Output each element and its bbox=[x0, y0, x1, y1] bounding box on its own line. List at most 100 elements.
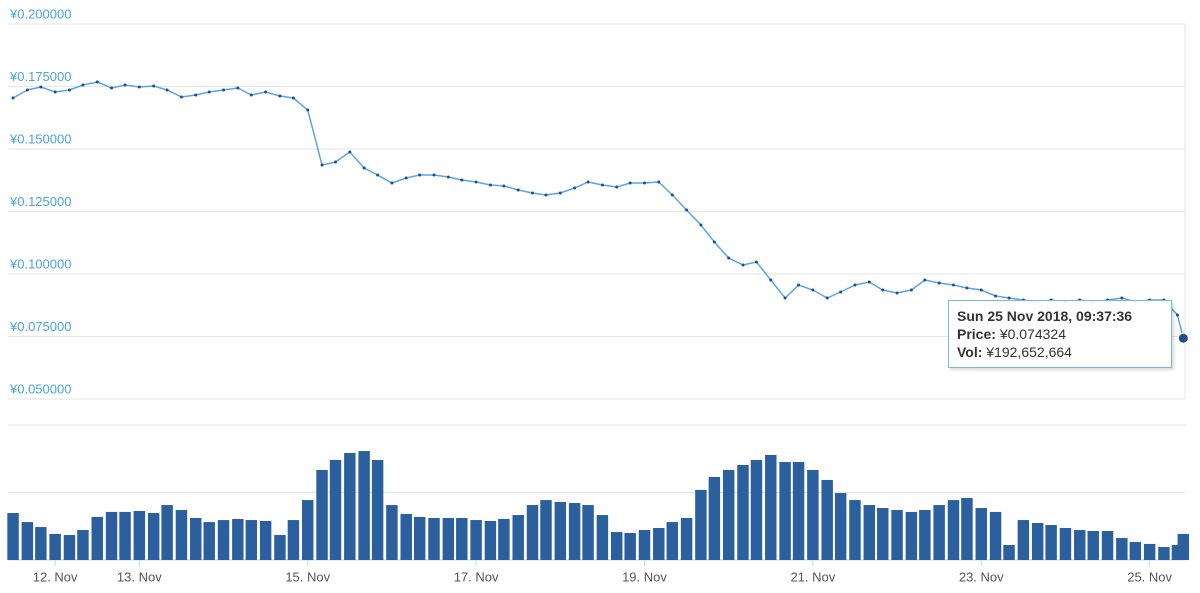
x-tick-label: 17. Nov bbox=[454, 569, 499, 584]
price-point bbox=[573, 186, 577, 190]
price-point bbox=[628, 181, 632, 185]
price-point bbox=[404, 176, 408, 180]
volume-bar bbox=[259, 520, 272, 560]
price-point bbox=[11, 96, 15, 100]
price-point bbox=[236, 86, 240, 90]
volume-bar bbox=[470, 520, 482, 560]
price-point bbox=[418, 173, 422, 177]
volume-bar bbox=[582, 505, 594, 560]
price-point bbox=[516, 188, 520, 192]
volume-bar bbox=[428, 518, 440, 560]
volume-bar bbox=[1087, 530, 1099, 560]
price-point bbox=[320, 163, 324, 167]
price-point bbox=[95, 80, 99, 84]
volume-bar bbox=[695, 489, 707, 560]
price-point bbox=[727, 256, 731, 260]
price-point bbox=[951, 283, 955, 287]
volume-bar bbox=[316, 469, 328, 560]
volume-bar bbox=[1045, 525, 1057, 560]
price-point bbox=[783, 296, 787, 300]
price-point bbox=[825, 296, 829, 300]
price-point bbox=[867, 280, 871, 284]
y-tick-label: ¥0.125000 bbox=[9, 194, 71, 209]
volume-bar bbox=[274, 535, 286, 560]
price-point bbox=[558, 191, 562, 195]
volume-bar bbox=[765, 454, 777, 560]
price-point bbox=[432, 173, 436, 177]
price-point bbox=[39, 85, 43, 89]
volume-bar bbox=[1116, 537, 1128, 560]
volume-bar bbox=[807, 469, 819, 560]
volume-bar bbox=[217, 520, 230, 560]
volume-bar bbox=[849, 500, 861, 560]
volume-bar bbox=[105, 511, 118, 560]
hover-point bbox=[1177, 332, 1189, 344]
volume-bar bbox=[161, 505, 173, 560]
price-point bbox=[25, 88, 29, 92]
volume-bar bbox=[1031, 523, 1044, 560]
price-point bbox=[488, 183, 492, 187]
volume-bar bbox=[1171, 545, 1184, 560]
price-point bbox=[137, 85, 141, 89]
volume-bar bbox=[666, 522, 678, 560]
price-point bbox=[291, 96, 295, 100]
price-point bbox=[979, 288, 983, 292]
volume-bar bbox=[442, 518, 455, 560]
x-tick-label: 12. Nov bbox=[33, 569, 78, 584]
volume-bar bbox=[400, 513, 412, 560]
price-point bbox=[460, 178, 464, 182]
volume-bar bbox=[1101, 530, 1114, 560]
volume-bar bbox=[232, 518, 244, 560]
price-point bbox=[586, 180, 590, 184]
price-point bbox=[531, 191, 535, 195]
volume-bar bbox=[63, 535, 76, 560]
price-point bbox=[348, 150, 352, 154]
price-point bbox=[853, 283, 857, 287]
price-point bbox=[222, 88, 226, 92]
price-point bbox=[895, 291, 899, 295]
volume-bar bbox=[653, 528, 665, 560]
price-point bbox=[165, 88, 169, 92]
volume-bar bbox=[989, 511, 1002, 560]
y-tick-label: ¥0.150000 bbox=[9, 131, 71, 146]
x-tick-label: 19. Nov bbox=[622, 569, 667, 584]
price-point bbox=[81, 83, 85, 87]
volume-bar bbox=[610, 532, 623, 560]
price-point bbox=[741, 263, 745, 267]
tooltip-price-value: ¥0.074324 bbox=[999, 326, 1066, 342]
tooltip-date: Sun 25 Nov 2018, 09:37:36 bbox=[957, 307, 1163, 325]
volume-bar bbox=[49, 533, 61, 560]
price-point bbox=[797, 283, 801, 287]
price-point bbox=[249, 93, 253, 97]
price-point bbox=[615, 185, 619, 189]
x-tick-label: 23. Nov bbox=[959, 569, 1004, 584]
volume-bar bbox=[287, 520, 300, 560]
price-point bbox=[909, 288, 913, 292]
volume-bar bbox=[596, 515, 609, 560]
tooltip-vol-label: Vol: bbox=[957, 344, 983, 360]
price-point bbox=[600, 183, 604, 187]
price-point bbox=[67, 88, 71, 92]
volume-bar bbox=[512, 515, 524, 560]
y-tick-label: ¥0.050000 bbox=[9, 381, 71, 396]
tooltip-price: Price: ¥0.074324 bbox=[957, 325, 1163, 343]
volume-bar bbox=[722, 469, 735, 560]
volume-bar bbox=[891, 510, 903, 560]
volume-bar bbox=[133, 510, 146, 560]
volume-bar bbox=[456, 518, 468, 560]
price-point bbox=[362, 166, 366, 170]
volume-bar bbox=[203, 522, 215, 560]
tooltip-date-text: Sun 25 Nov 2018, 09:37:36 bbox=[957, 308, 1133, 324]
volume-bar bbox=[1158, 547, 1170, 560]
volume-bar bbox=[77, 530, 89, 560]
volume-bar bbox=[21, 522, 34, 560]
volume-bar bbox=[413, 516, 426, 560]
price-point bbox=[839, 290, 843, 294]
volume-bar bbox=[1059, 528, 1072, 560]
volume-bar bbox=[1129, 542, 1142, 560]
price-point bbox=[811, 288, 815, 292]
tooltip-vol-value: ¥192,652,664 bbox=[986, 344, 1072, 360]
price-point bbox=[179, 95, 183, 99]
price-point bbox=[657, 180, 661, 184]
